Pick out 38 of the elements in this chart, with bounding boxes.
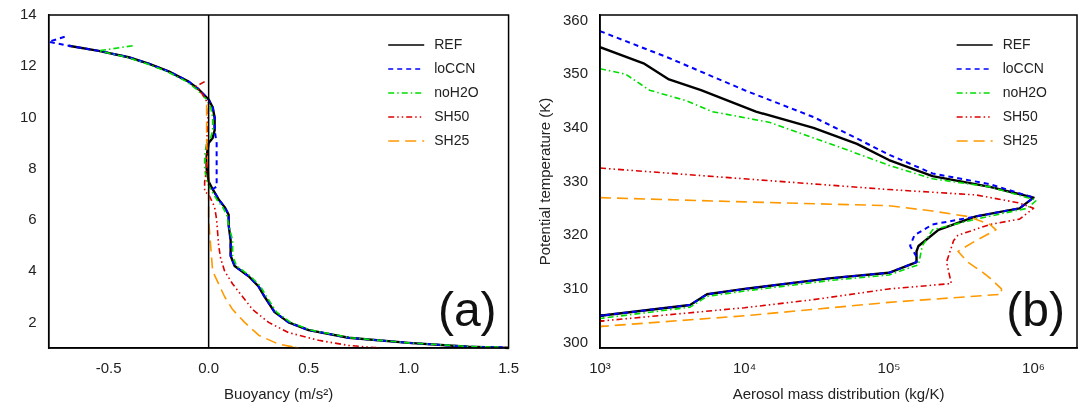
- y-tick-label: 8: [28, 158, 37, 176]
- legend-label: SH50: [434, 107, 470, 124]
- legend-label: SH25: [1002, 131, 1038, 148]
- legend-label: REF: [434, 35, 463, 52]
- y-tick-label: 310: [563, 279, 589, 297]
- y-tick-label: 340: [563, 117, 589, 135]
- x-tick-label: 10⁶: [1022, 359, 1045, 377]
- legend-label: SH25: [434, 131, 470, 148]
- y-tick-label: 6: [28, 210, 37, 228]
- y-tick-label: 360: [563, 10, 589, 28]
- x-tick-label: 0.5: [298, 359, 320, 377]
- x-tick-label: 10⁴: [732, 359, 757, 377]
- x-tick-label: 10³: [589, 359, 611, 377]
- x-axis-title: Aerosol mass distribution (kg/K): [732, 385, 945, 403]
- annotation: (b): [1006, 283, 1065, 336]
- y-axis-title: Potential temperature (K): [536, 97, 554, 266]
- legend-label: SH50: [1002, 107, 1038, 124]
- x-tick-label: 0.0: [198, 359, 220, 377]
- y-tick-label: 330: [563, 171, 589, 189]
- y-tick-label: 12: [20, 56, 37, 74]
- annotation: (a): [437, 283, 497, 336]
- legend-label: noH2O: [434, 83, 479, 100]
- y-tick-label: 2: [28, 312, 37, 330]
- x-axis-title: Buoyancy (m/s²): [224, 385, 334, 403]
- x-tick-label: 1.5: [498, 359, 519, 377]
- y-tick-label: 350: [563, 64, 589, 82]
- x-tick-label: 1.0: [398, 359, 420, 377]
- y-tick-label: 300: [563, 332, 589, 350]
- legend-label: noH2O: [1002, 83, 1048, 100]
- legend-label: REF: [1002, 35, 1031, 52]
- x-tick-label: 10⁵: [877, 359, 901, 377]
- y-tick-label: 10: [20, 107, 37, 125]
- y-tick-label: 14: [20, 5, 37, 23]
- y-tick-label: 4: [28, 261, 37, 279]
- legend-label: loCCN: [434, 59, 476, 76]
- legend-label: loCCN: [1002, 59, 1044, 76]
- y-tick-label: 320: [563, 225, 589, 243]
- x-tick-label: -0.5: [95, 359, 122, 377]
